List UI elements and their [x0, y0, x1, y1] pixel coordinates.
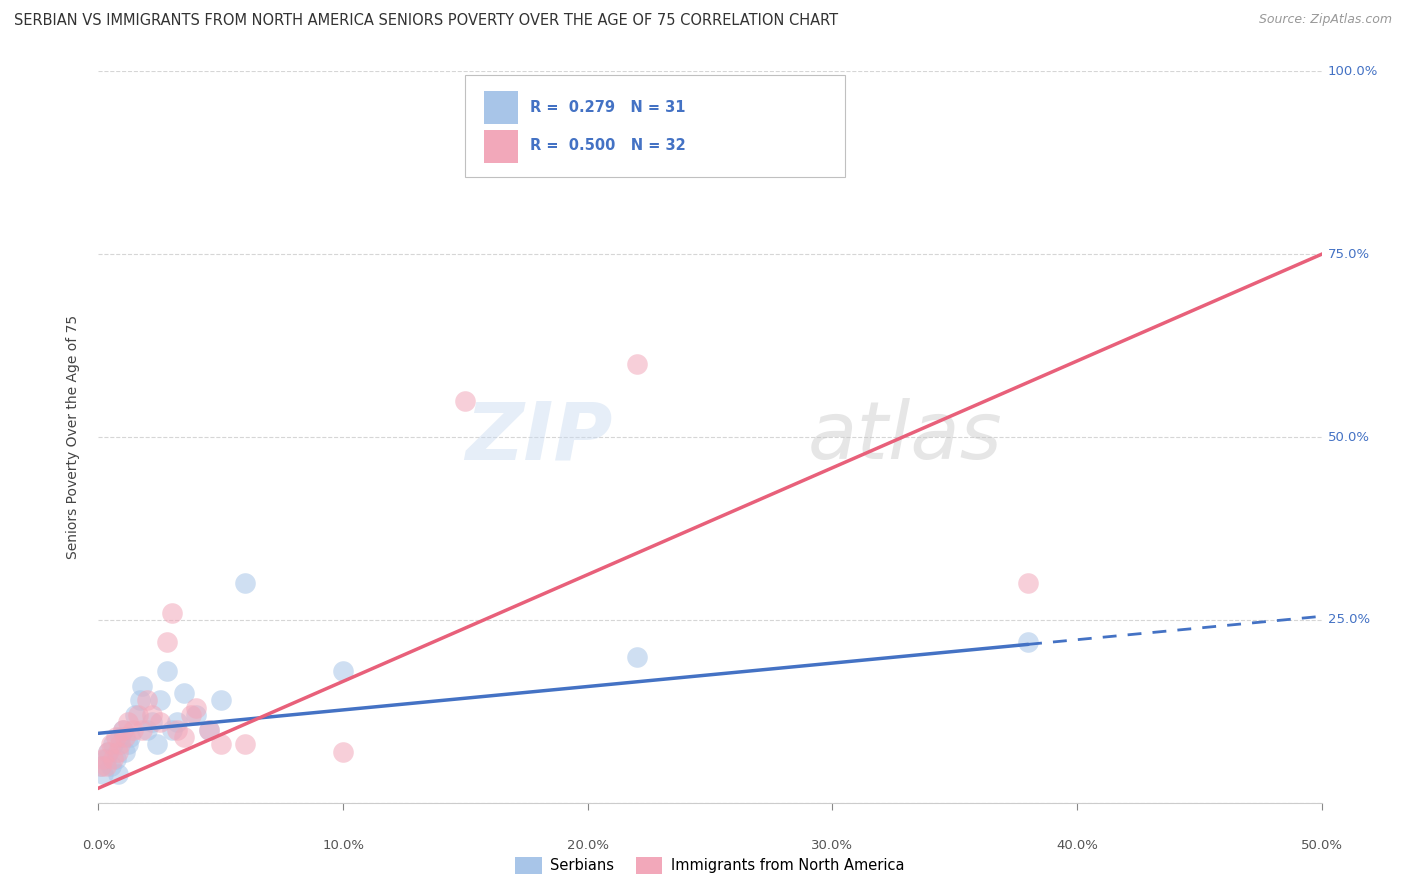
Point	[156, 664, 179, 678]
Point	[1017, 635, 1039, 649]
Point	[626, 357, 648, 371]
Point	[233, 576, 256, 591]
Point	[129, 693, 152, 707]
Text: 10.0%: 10.0%	[322, 839, 364, 853]
Text: 30.0%: 30.0%	[811, 839, 853, 853]
Text: 75.0%: 75.0%	[1327, 248, 1369, 260]
Point	[454, 393, 477, 408]
Text: SERBIAN VS IMMIGRANTS FROM NORTH AMERICA SENIORS POVERTY OVER THE AGE OF 75 CORR: SERBIAN VS IMMIGRANTS FROM NORTH AMERICA…	[14, 13, 838, 29]
Point	[101, 737, 124, 751]
Point	[101, 752, 124, 766]
FancyBboxPatch shape	[484, 130, 517, 162]
Point	[127, 708, 149, 723]
Text: 0.0%: 0.0%	[82, 839, 115, 853]
Point	[136, 723, 159, 737]
Text: R =  0.500   N = 32: R = 0.500 N = 32	[530, 138, 686, 153]
Point	[141, 708, 163, 723]
Text: 50.0%: 50.0%	[1301, 839, 1343, 853]
Point	[131, 723, 153, 737]
Point	[91, 752, 114, 766]
Text: 50.0%: 50.0%	[1327, 431, 1369, 443]
Point	[141, 715, 163, 730]
Point	[197, 723, 219, 737]
Point	[136, 693, 159, 707]
FancyBboxPatch shape	[465, 75, 845, 178]
Point	[156, 635, 179, 649]
Point	[97, 745, 120, 759]
Text: R =  0.279   N = 31: R = 0.279 N = 31	[530, 100, 686, 115]
Point	[149, 715, 172, 730]
Point	[110, 730, 132, 744]
Point	[124, 708, 146, 723]
Point	[772, 87, 794, 101]
Point	[120, 730, 142, 744]
Point	[166, 715, 188, 730]
FancyBboxPatch shape	[484, 91, 517, 124]
Point	[626, 649, 648, 664]
Point	[197, 723, 219, 737]
Point	[149, 693, 172, 707]
Point	[160, 723, 183, 737]
Point	[166, 723, 188, 737]
Text: 40.0%: 40.0%	[1056, 839, 1098, 853]
Point	[104, 730, 127, 744]
Text: Source: ZipAtlas.com: Source: ZipAtlas.com	[1258, 13, 1392, 27]
Point	[186, 700, 208, 714]
Point	[117, 737, 139, 751]
Point	[173, 686, 195, 700]
Point	[114, 730, 136, 744]
Point	[111, 723, 134, 737]
Point	[91, 766, 114, 780]
Point	[107, 766, 129, 780]
Point	[104, 752, 127, 766]
Point	[117, 715, 139, 730]
Text: 20.0%: 20.0%	[567, 839, 609, 853]
Point	[94, 759, 117, 773]
Point	[209, 693, 232, 707]
Point	[180, 708, 202, 723]
Point	[146, 737, 169, 751]
Point	[97, 745, 120, 759]
Point	[111, 723, 134, 737]
Point	[173, 730, 195, 744]
Point	[107, 745, 129, 759]
Point	[332, 745, 354, 759]
Point	[160, 606, 183, 620]
Point	[186, 708, 208, 723]
Point	[94, 752, 117, 766]
Text: 25.0%: 25.0%	[1327, 614, 1369, 626]
Point	[1017, 576, 1039, 591]
Text: ZIP: ZIP	[465, 398, 612, 476]
Point	[90, 759, 112, 773]
Point	[100, 737, 122, 751]
Point	[110, 737, 132, 751]
Point	[233, 737, 256, 751]
Legend: Serbians, Immigrants from North America: Serbians, Immigrants from North America	[509, 851, 911, 880]
Y-axis label: Seniors Poverty Over the Age of 75: Seniors Poverty Over the Age of 75	[66, 315, 80, 559]
Text: atlas: atlas	[808, 398, 1002, 476]
Point	[114, 745, 136, 759]
Point	[209, 737, 232, 751]
Point	[332, 664, 354, 678]
Point	[121, 723, 143, 737]
Point	[131, 679, 153, 693]
Text: 100.0%: 100.0%	[1327, 65, 1378, 78]
Point	[90, 759, 112, 773]
Point	[100, 759, 122, 773]
